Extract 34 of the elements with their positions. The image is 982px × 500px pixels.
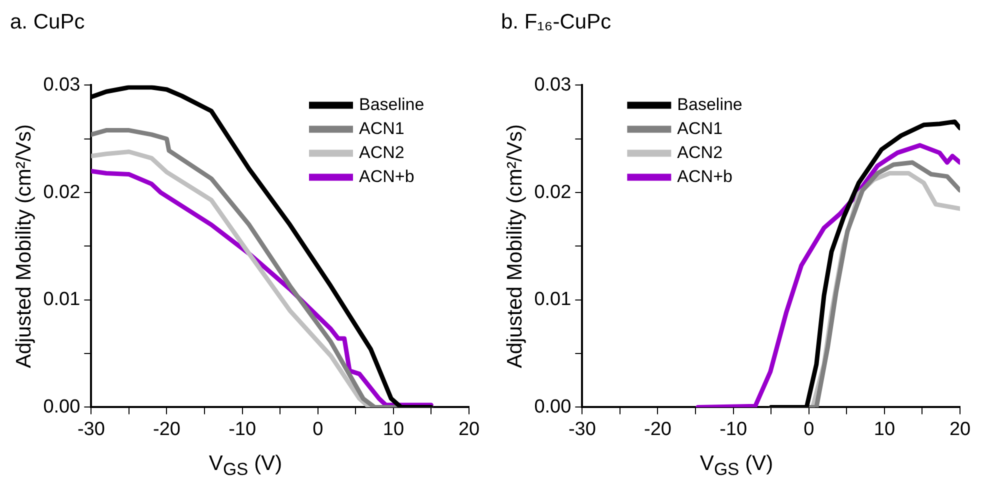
legend-label: ACN2 <box>359 142 404 162</box>
x-tick-label: 20 <box>949 418 971 440</box>
y-tick-label: 0.00 <box>43 396 80 418</box>
x-tick-label: -10 <box>720 418 748 440</box>
x-tick-label: -10 <box>228 418 256 440</box>
x-tick-label: 0 <box>804 418 814 440</box>
y-axis-title: Adjusted Mobility (cm²/Vs) <box>12 124 36 368</box>
y-tick-label: 0.00 <box>534 396 572 418</box>
legend-label: ACN2 <box>677 142 723 162</box>
x-axis-title: V$_{GS}$ (V) <box>698 452 774 480</box>
x-axis-title: V$_{GS}$ (V) <box>208 452 284 480</box>
legend-label: Baseline <box>677 94 742 114</box>
legend-label: Baseline <box>359 94 424 114</box>
y-tick-label: 0.03 <box>534 74 572 96</box>
x-tick-label: 20 <box>458 418 480 440</box>
legend-label: ACN+b <box>359 166 414 186</box>
y-tick-label: 0.02 <box>534 182 572 203</box>
y-tick-label: 0.01 <box>534 289 572 310</box>
chart-title: b. F₁₆-CuPc <box>501 10 612 34</box>
x-tick-label: 0 <box>312 418 324 440</box>
chart-title: a. CuPc <box>10 10 85 34</box>
legend-label: ACN1 <box>677 118 723 138</box>
legend-label: ACN+b <box>677 166 732 186</box>
x-tick-label: -20 <box>644 418 672 440</box>
x-tick-label: -30 <box>77 418 105 440</box>
y-axis-title: Adjusted Mobility (cm²/Vs) <box>503 124 526 368</box>
y-tick-label: 0.01 <box>43 289 80 310</box>
x-tick-label: -30 <box>568 418 596 440</box>
x-tick-label: -20 <box>153 418 180 440</box>
x-tick-label: 10 <box>874 418 896 440</box>
x-tick-label: 10 <box>382 418 404 440</box>
y-tick-label: 0.02 <box>43 182 80 203</box>
y-tick-label: 0.03 <box>43 74 80 96</box>
legend-label: ACN1 <box>359 118 404 138</box>
